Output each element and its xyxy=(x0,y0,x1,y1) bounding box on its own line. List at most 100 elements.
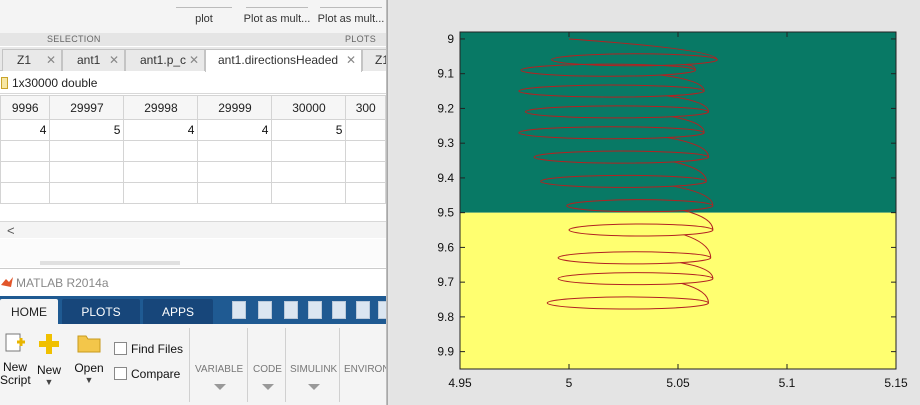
copy-icon[interactable] xyxy=(308,301,322,319)
plot-as-multiple-series-label-2: Plot as mult... xyxy=(317,13,385,25)
divider xyxy=(339,328,340,402)
undo-icon[interactable] xyxy=(356,301,370,319)
column-header[interactable]: 9996 xyxy=(0,95,51,120)
tab-ant1[interactable]: ant1 ✕ xyxy=(62,49,125,71)
grid-cell[interactable]: 5 xyxy=(271,119,347,141)
quick-access-icon[interactable] xyxy=(232,301,246,319)
redo-icon[interactable] xyxy=(378,301,386,319)
plus-icon xyxy=(39,334,59,354)
new-script-icon xyxy=(5,333,25,352)
y-tick-label: 9.4 xyxy=(437,171,454,185)
grid-cell[interactable] xyxy=(49,182,125,204)
open-button[interactable]: Open ▼ xyxy=(72,332,106,385)
column-header[interactable]: 300 xyxy=(345,95,386,120)
grid-cell[interactable] xyxy=(197,182,273,204)
grid-cell[interactable] xyxy=(271,161,347,183)
column-header[interactable]: 29999 xyxy=(197,95,273,120)
chevron-down-icon: ▼ xyxy=(44,377,54,387)
column-header[interactable]: 29997 xyxy=(49,95,125,120)
figure-window: 4.95 5 5.05 5.1 5.15 9 9.1 9.2 9.3 9.4 9.5 9.6 9.7 9.… xyxy=(390,0,920,405)
find-files-button[interactable]: Find Files xyxy=(114,342,183,356)
table-row xyxy=(0,182,386,204)
group-variable-label: VARIABLE xyxy=(195,364,244,375)
grid-cell[interactable]: 5 xyxy=(49,119,125,141)
grid-cell[interactable] xyxy=(123,182,199,204)
chevron-down-icon xyxy=(214,384,226,390)
column-header[interactable]: 29998 xyxy=(123,95,199,120)
grid-cell[interactable] xyxy=(49,140,125,162)
tab-z1[interactable]: Z1 ✕ xyxy=(2,49,62,71)
y-tick-label: 9.2 xyxy=(437,101,454,115)
document-tabs: Z1 ✕ ant1 ✕ ant1.p_c ✕ ant1.directionsHeade… xyxy=(0,47,386,72)
group-variable[interactable]: VARIABLE xyxy=(195,364,245,390)
y-tick-label: 9.8 xyxy=(437,310,454,324)
close-icon[interactable]: ✕ xyxy=(188,53,199,67)
grid-cell[interactable] xyxy=(271,140,347,162)
grid-cell[interactable] xyxy=(123,161,199,183)
grid-cell[interactable] xyxy=(0,161,51,183)
tab-home[interactable]: HOME xyxy=(0,299,58,324)
grid-cell[interactable]: 4 xyxy=(123,119,199,141)
close-icon[interactable]: ✕ xyxy=(108,53,119,67)
chevron-down-icon: ▼ xyxy=(84,375,94,385)
column-header[interactable]: 30000 xyxy=(271,95,347,120)
close-icon[interactable]: ✕ xyxy=(45,53,56,67)
grid-cell[interactable] xyxy=(49,161,125,183)
tab-ant1-p-c[interactable]: ant1.p_c ✕ xyxy=(125,49,205,71)
tab-z1-second[interactable]: Z1 xyxy=(362,49,386,71)
plot-gallery-button[interactable]: plot xyxy=(172,0,236,28)
chevron-down-icon xyxy=(262,384,274,390)
grid-cell[interactable] xyxy=(0,182,51,204)
cut-icon[interactable] xyxy=(284,301,298,319)
ribbon-tab-bar: HOME PLOTS APPS xyxy=(0,296,386,324)
close-icon[interactable]: ✕ xyxy=(345,53,356,67)
tab-ant1-directions-headed[interactable]: ant1.directionsHeaded ✕ xyxy=(205,49,362,72)
grid-cell[interactable] xyxy=(197,140,273,162)
grid-cell[interactable] xyxy=(345,182,386,204)
group-environment[interactable]: ENVIRON xyxy=(344,364,386,375)
save-icon[interactable] xyxy=(258,301,272,319)
grid-cell[interactable] xyxy=(345,140,386,162)
tab-plots[interactable]: PLOTS xyxy=(62,299,140,324)
paste-icon[interactable] xyxy=(332,301,346,319)
tab-z1-label: Z1 xyxy=(17,53,32,67)
array-icon xyxy=(1,77,8,89)
panel-splitter[interactable] xyxy=(387,0,390,405)
grid-cell[interactable] xyxy=(271,182,347,204)
group-simulink-label: SIMULINK xyxy=(290,364,338,375)
divider xyxy=(247,328,248,402)
plot-as-multiple-series-button[interactable]: Plot as mult... xyxy=(242,0,312,28)
tab-apps[interactable]: APPS xyxy=(143,299,213,324)
scroll-left-icon[interactable]: < xyxy=(7,223,15,238)
grid-cell[interactable] xyxy=(123,140,199,162)
tab-home-label: HOME xyxy=(11,305,47,319)
grid-cell[interactable] xyxy=(197,161,273,183)
grid-cell[interactable] xyxy=(345,161,386,183)
horizontal-scrollbar[interactable]: < xyxy=(0,221,386,238)
group-code[interactable]: CODE xyxy=(253,364,283,390)
region-1 xyxy=(460,212,896,369)
divider xyxy=(189,328,190,402)
group-code-label: CODE xyxy=(253,364,282,375)
tab-ant1-directions-headed-label: ant1.directionsHeaded xyxy=(218,53,339,67)
new-button[interactable]: New ▼ xyxy=(34,332,64,387)
y-tick-label: 9.5 xyxy=(437,206,454,220)
ribbon-body: New Script New ▼ Open ▼ Find Files Compa… xyxy=(0,324,386,405)
group-environment-label: ENVIRON xyxy=(344,364,386,375)
table-row xyxy=(0,140,386,162)
group-simulink[interactable]: SIMULINK xyxy=(290,364,338,390)
region-0 xyxy=(460,32,896,213)
grid-cell[interactable]: 4 xyxy=(197,119,273,141)
x-tick-label: 5.15 xyxy=(884,376,908,390)
x-tick-label: 5 xyxy=(566,376,573,390)
plot-gallery-label: plot xyxy=(195,13,213,25)
new-script-button[interactable]: New Script xyxy=(0,332,31,387)
table-row: 4 5 4 4 5 xyxy=(0,119,386,141)
plot-as-multiple-series-button-2[interactable]: Plot as mult... xyxy=(316,0,386,28)
grid-cell[interactable] xyxy=(345,119,386,141)
variable-size-label: 1x30000 double xyxy=(12,76,98,90)
grid-cell[interactable]: 4 xyxy=(0,119,51,141)
compare-button[interactable]: Compare xyxy=(114,367,180,381)
tab-plots-label: PLOTS xyxy=(81,305,121,319)
grid-cell[interactable] xyxy=(0,140,51,162)
